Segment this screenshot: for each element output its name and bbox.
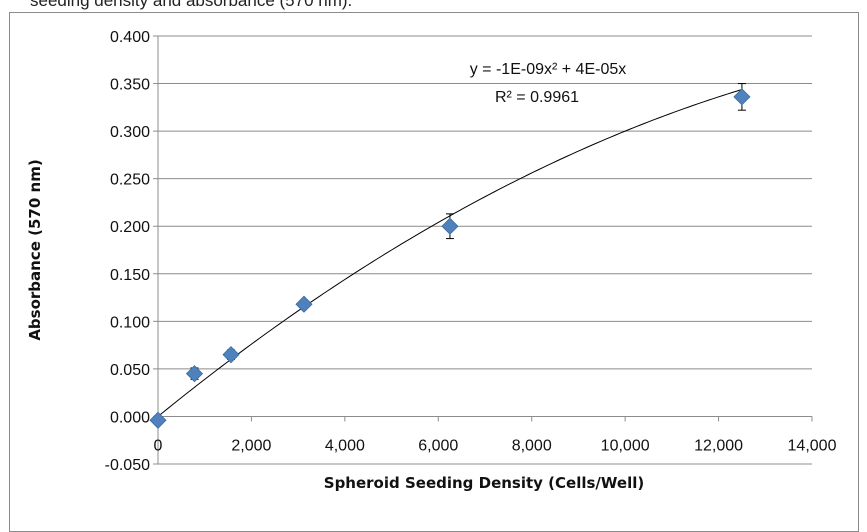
y-tick-label: 0.150 [110,267,150,284]
y-tick-label: 0.050 [110,362,150,379]
data-point [441,217,459,235]
data-point [149,411,167,429]
gridlines [158,35,812,465]
data-point [222,346,240,364]
axes [153,35,813,465]
tick-labels: -0.050 0.000 0.050 0.100 0.150 0.200 0.250 0.30… [105,29,837,474]
x-tick-label: 2,000 [231,437,271,454]
trendline-layer [157,89,743,417]
y-axis-title: Absorbance (570 nm) [26,159,44,340]
x-axis-title: Spheroid Seeding Density (Cells/Well) [324,474,644,492]
y-tick-label: 0.300 [110,124,150,141]
x-tick-label: 6,000 [418,437,458,454]
data-point [733,88,751,106]
y-tick-label: -0.050 [105,457,150,474]
x-tick-label: 8,000 [512,437,552,454]
x-tick-label: 12,000 [694,437,743,454]
y-tick-label: 0.350 [110,77,150,94]
trendline-equation: y = -1E-09x² + 4E-05x [470,61,627,78]
y-tick-label: 0.200 [110,219,150,236]
data-points [149,83,751,429]
figure-caption: seeding density and absorbance (570 nm). [30,0,353,10]
x-tick-label: 4,000 [325,437,365,454]
y-tick-label: 0.100 [110,314,150,331]
y-tick-label: 0.000 [110,409,150,426]
data-point [185,365,204,383]
r-squared-label: R² = 0.9961 [495,89,579,106]
y-tick-label: 0.400 [110,29,150,46]
x-tick-label: 14,000 [788,437,837,454]
x-tick-label: 10,000 [601,437,650,454]
x-tick-label: 0 [154,437,163,454]
trendline [157,89,743,417]
data-point [295,295,313,313]
y-tick-label: 0.250 [110,172,150,189]
